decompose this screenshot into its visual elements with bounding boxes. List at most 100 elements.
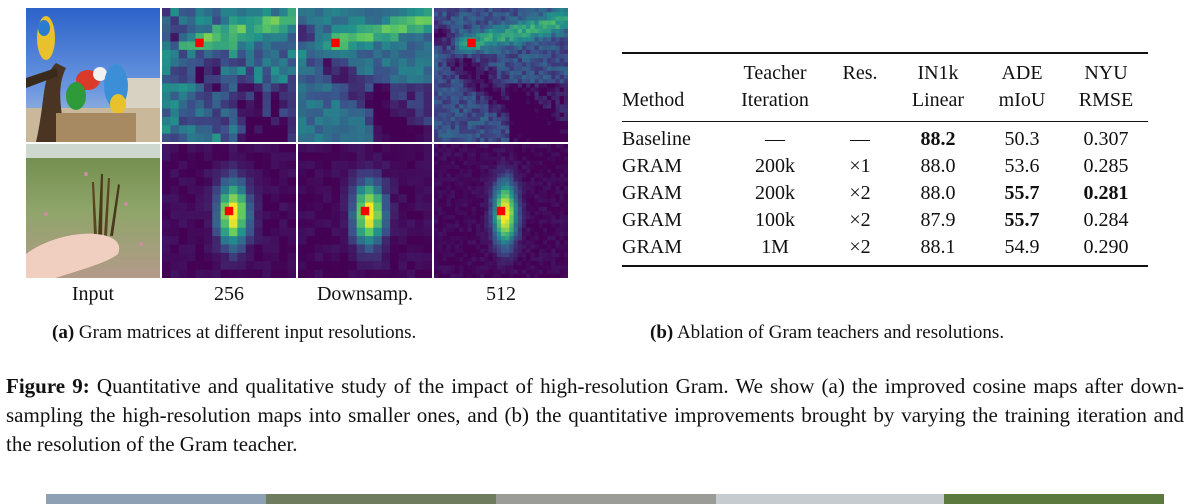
heatmap-pixel: [501, 83, 506, 89]
heatmap-pixel: [484, 100, 490, 105]
heatmap-pixel: [438, 87, 443, 93]
heatmap-pixel: [475, 169, 481, 174]
heatmap-pixel: [203, 116, 213, 126]
heatmap-pixel: [492, 33, 498, 38]
heatmap-pixel: [505, 265, 510, 271]
heatmap-pixel: [348, 202, 358, 212]
heatmap-pixel: [162, 202, 171, 212]
heatmap-pixel: [467, 75, 473, 80]
query-point-marker: [331, 38, 340, 48]
heatmap-pixel: [521, 265, 527, 271]
heatmap-pixel: [534, 70, 540, 76]
heatmap-pixel: [501, 160, 506, 166]
heatmap-pixel: [287, 236, 296, 246]
heatmap-pixel: [467, 177, 473, 183]
heatmap-pixel: [521, 75, 527, 80]
heatmap-pixel: [459, 252, 464, 258]
heatmap-pixel: [526, 211, 531, 216]
heatmap-pixel: [530, 211, 536, 216]
heatmap-pixel: [323, 236, 333, 246]
heatmap-pixel: [178, 169, 188, 179]
heatmap-pixel: [339, 41, 349, 51]
heatmap-pixel: [563, 79, 568, 84]
heatmap-pixel: [480, 16, 485, 22]
heatmap-pixel: [279, 194, 289, 204]
heatmap-pixel: [521, 215, 527, 220]
heatmap-pixel: [459, 227, 464, 233]
heatmap-pixel: [467, 62, 473, 68]
heatmap-pixel: [551, 269, 557, 275]
heatmap-pixel: [298, 227, 307, 237]
heatmap-pixel: [496, 20, 502, 26]
heatmap-pixel: [442, 261, 448, 267]
heatmap-pixel: [551, 169, 557, 174]
heatmap-pixel: [314, 58, 324, 68]
heatmap-pixel: [203, 75, 213, 84]
heatmap-pixel: [517, 37, 523, 43]
heatmap-pixel: [505, 41, 510, 47]
heatmap-pixel: [454, 269, 460, 275]
heatmap-pixel: [542, 24, 548, 30]
heatmap-pixel: [438, 156, 443, 162]
heatmap-pixel: [509, 28, 515, 34]
heatmap-pixel: [195, 244, 205, 254]
heatmap-pixel: [547, 202, 552, 208]
heatmap-pixel: [298, 269, 307, 278]
header-in1k-l2: Linear: [911, 89, 965, 111]
heatmap-pixel: [538, 116, 544, 122]
heatmap-pixel: [187, 49, 197, 59]
heatmap-pixel: [438, 215, 443, 220]
heatmap-pixel: [551, 37, 557, 43]
heatmap-pixel: [339, 83, 349, 93]
heatmap-pixel: [530, 129, 536, 135]
heatmap-pixel: [306, 169, 316, 179]
heatmap-pixel: [513, 257, 519, 262]
heatmap-pixel: [170, 8, 180, 17]
heatmap-pixel: [559, 20, 565, 26]
heatmap-pixel: [459, 144, 464, 149]
heatmap-pixel: [450, 156, 456, 162]
heatmap-pixel: [339, 261, 349, 271]
heatmap-pixel: [438, 70, 443, 76]
heatmap-pixel: [480, 202, 485, 208]
heatmap-pixel: [237, 41, 247, 51]
heatmap-pixel: [555, 206, 561, 212]
heatmap-pixel: [530, 16, 536, 22]
heatmap-pixel: [415, 83, 425, 93]
heatmap-pixel: [162, 227, 171, 237]
heatmap-pixel: [484, 202, 490, 208]
heatmap-pixel: [517, 169, 523, 174]
heatmap-pixel: [373, 169, 383, 179]
heatmap-pixel: [446, 173, 452, 179]
heatmap-pixel: [505, 273, 510, 278]
heatmap-pixel: [339, 125, 349, 135]
heatmap-pixel: [547, 252, 552, 258]
panel-b-caption-text: Ablation of Gram teachers and resolution…: [676, 322, 1005, 343]
heatmap-pixel: [559, 49, 565, 55]
heatmap-pixel: [314, 252, 324, 262]
heatmap-pixel: [438, 121, 443, 126]
heatmap-pixel: [475, 185, 481, 191]
heatmap-pixel: [542, 156, 548, 162]
heatmap-pixel: [229, 58, 238, 68]
heatmap-pixel: [559, 144, 565, 149]
heatmap-pixel: [475, 152, 481, 158]
heatmap-pixel: [212, 269, 222, 278]
heatmap-pixel: [534, 133, 540, 139]
heatmap-pixel: [279, 227, 289, 237]
heatmap-pixel: [178, 58, 188, 68]
heatmap-pixel: [530, 41, 536, 47]
heatmap-pixel: [534, 227, 540, 233]
heatmap-pixel: [446, 28, 452, 34]
heatmap-pixel: [492, 219, 498, 225]
heatmap-pixel: [475, 269, 481, 275]
heatmap-pixel: [501, 261, 506, 267]
heatmap-pixel: [306, 252, 316, 262]
heatmap-pixel: [463, 70, 469, 76]
heatmap-pixel: [471, 116, 477, 122]
heatmap-pixel: [390, 8, 400, 17]
heatmap-pixel: [509, 108, 515, 114]
heatmap-pixel: [496, 91, 502, 97]
heatmap-pixel: [542, 49, 548, 55]
heatmap-pixel: [563, 160, 568, 166]
